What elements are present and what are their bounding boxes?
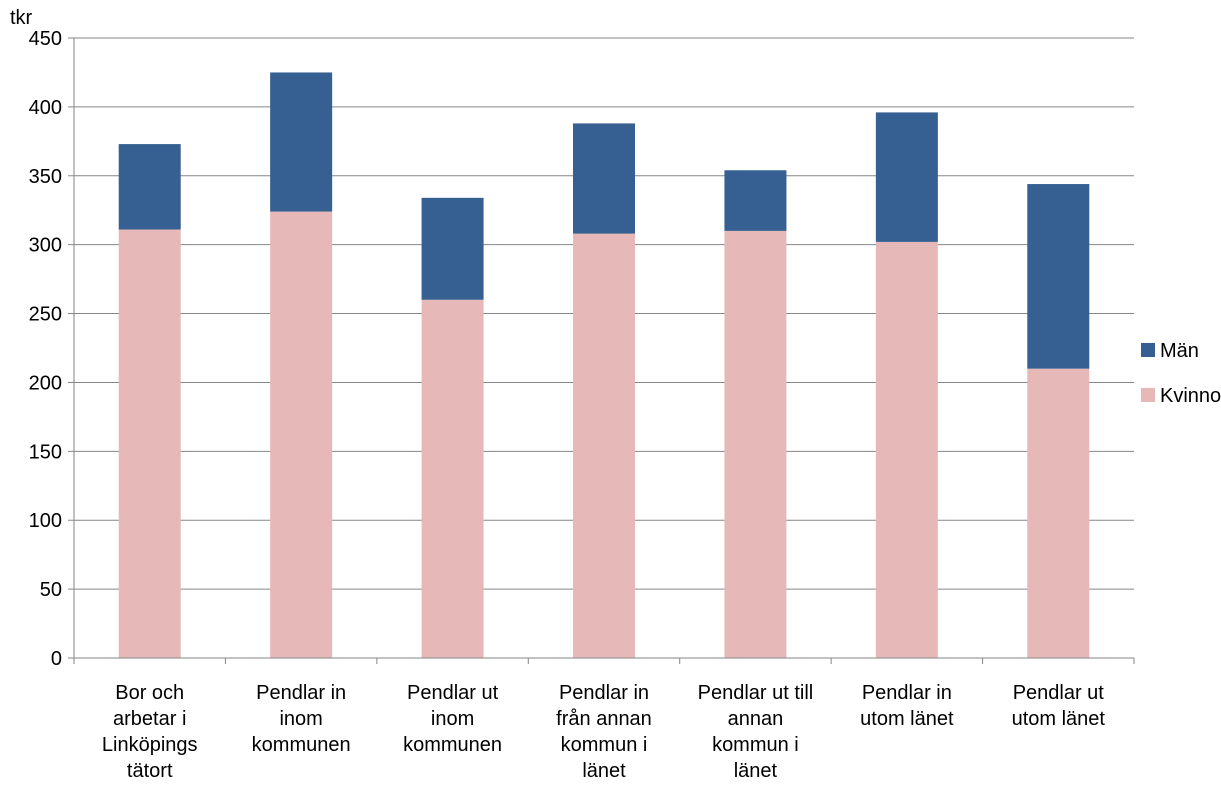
x-category-label: Pendlar ut till annan kommun i länet: [698, 682, 814, 782]
x-category-label-line: Linköpings: [102, 734, 198, 756]
bar-kvinnor-3: [573, 233, 635, 658]
y-tick-label: 300: [29, 235, 62, 257]
x-category-label: Pendlar ut inom kommunen: [403, 682, 502, 756]
legend-label-kvinnor: Kvinnor: [1160, 385, 1221, 407]
x-category-label-line: kommun i: [712, 734, 799, 756]
y-tick-labels: 0 50 100 150 200 250 300 350 400 450: [29, 28, 62, 670]
x-category-label: Pendlar in från annan kommun i länet: [556, 682, 652, 782]
bar-kvinnor-2: [421, 299, 484, 658]
bar-män-4: [724, 170, 787, 231]
x-category-label-line: Pendlar in: [256, 682, 346, 704]
x-category-label-line: Pendlar ut: [407, 682, 499, 704]
y-tick-label: 200: [29, 372, 62, 394]
bar-män-2: [421, 197, 484, 300]
x-category-label-line: Pendlar ut: [1013, 682, 1105, 704]
x-category-label-line: utom länet: [1012, 708, 1106, 730]
x-category-label-line: länet: [582, 760, 626, 782]
x-category-label-line: inom: [279, 708, 322, 730]
bar-män-1: [270, 72, 333, 212]
x-category-label-line: kommunen: [252, 734, 351, 756]
bar-kvinnor-4: [724, 230, 787, 658]
x-category-label-line: Pendlar in: [559, 682, 649, 704]
y-axis-unit-label: tkr: [10, 7, 33, 29]
x-category-label: Pendlar in utom länet: [860, 682, 954, 730]
legend-swatch-kvinnor: [1141, 388, 1155, 402]
y-tick-label: 350: [29, 166, 62, 188]
bar-män-0: [118, 144, 181, 230]
x-category-label: Pendlar ut utom länet: [1012, 682, 1106, 730]
x-category-label-line: tätort: [127, 760, 173, 782]
x-category-label-line: Pendlar in: [862, 682, 952, 704]
x-category-label-line: länet: [734, 760, 778, 782]
axes: [68, 37, 1135, 664]
y-tick-label: 400: [29, 97, 62, 119]
y-tick-label: 250: [29, 304, 62, 326]
y-tick-label: 100: [29, 510, 62, 532]
bar-kvinnor-6: [1027, 368, 1090, 658]
x-category-labels: Bor och arbetar i Linköpings tätort Pendlar …: [102, 682, 1106, 782]
x-category-label-line: Pendlar ut till: [698, 682, 814, 704]
x-category-label-line: utom länet: [860, 708, 954, 730]
bar-kvinnor-0: [118, 229, 181, 658]
x-category-label-line: kommun i: [561, 734, 648, 756]
x-category-label: Pendlar in inom kommunen: [252, 682, 351, 756]
bars: [118, 72, 1090, 658]
legend-swatch-män: [1141, 343, 1155, 357]
x-category-label-line: Bor och: [115, 682, 184, 704]
legend: Män Kvinnor: [1141, 340, 1221, 407]
bar-kvinnor-5: [875, 241, 938, 658]
x-category-label-line: arbetar i: [113, 708, 186, 730]
y-tick-label: 0: [51, 648, 62, 670]
x-category-label-line: inom: [431, 708, 474, 730]
bar-män-5: [875, 112, 938, 242]
bar-män-3: [573, 123, 635, 234]
x-category-label: Bor och arbetar i Linköpings tätort: [102, 682, 198, 782]
x-category-label-line: från annan: [556, 708, 652, 730]
bar-män-6: [1027, 184, 1090, 369]
x-category-label-line: kommunen: [403, 734, 502, 756]
y-tick-label: 150: [29, 441, 62, 463]
bar-kvinnor-1: [270, 211, 333, 658]
y-tick-label: 450: [29, 28, 62, 50]
x-category-label-line: annan: [728, 708, 784, 730]
y-tick-label: 50: [40, 579, 62, 601]
legend-label-män: Män: [1160, 340, 1199, 362]
